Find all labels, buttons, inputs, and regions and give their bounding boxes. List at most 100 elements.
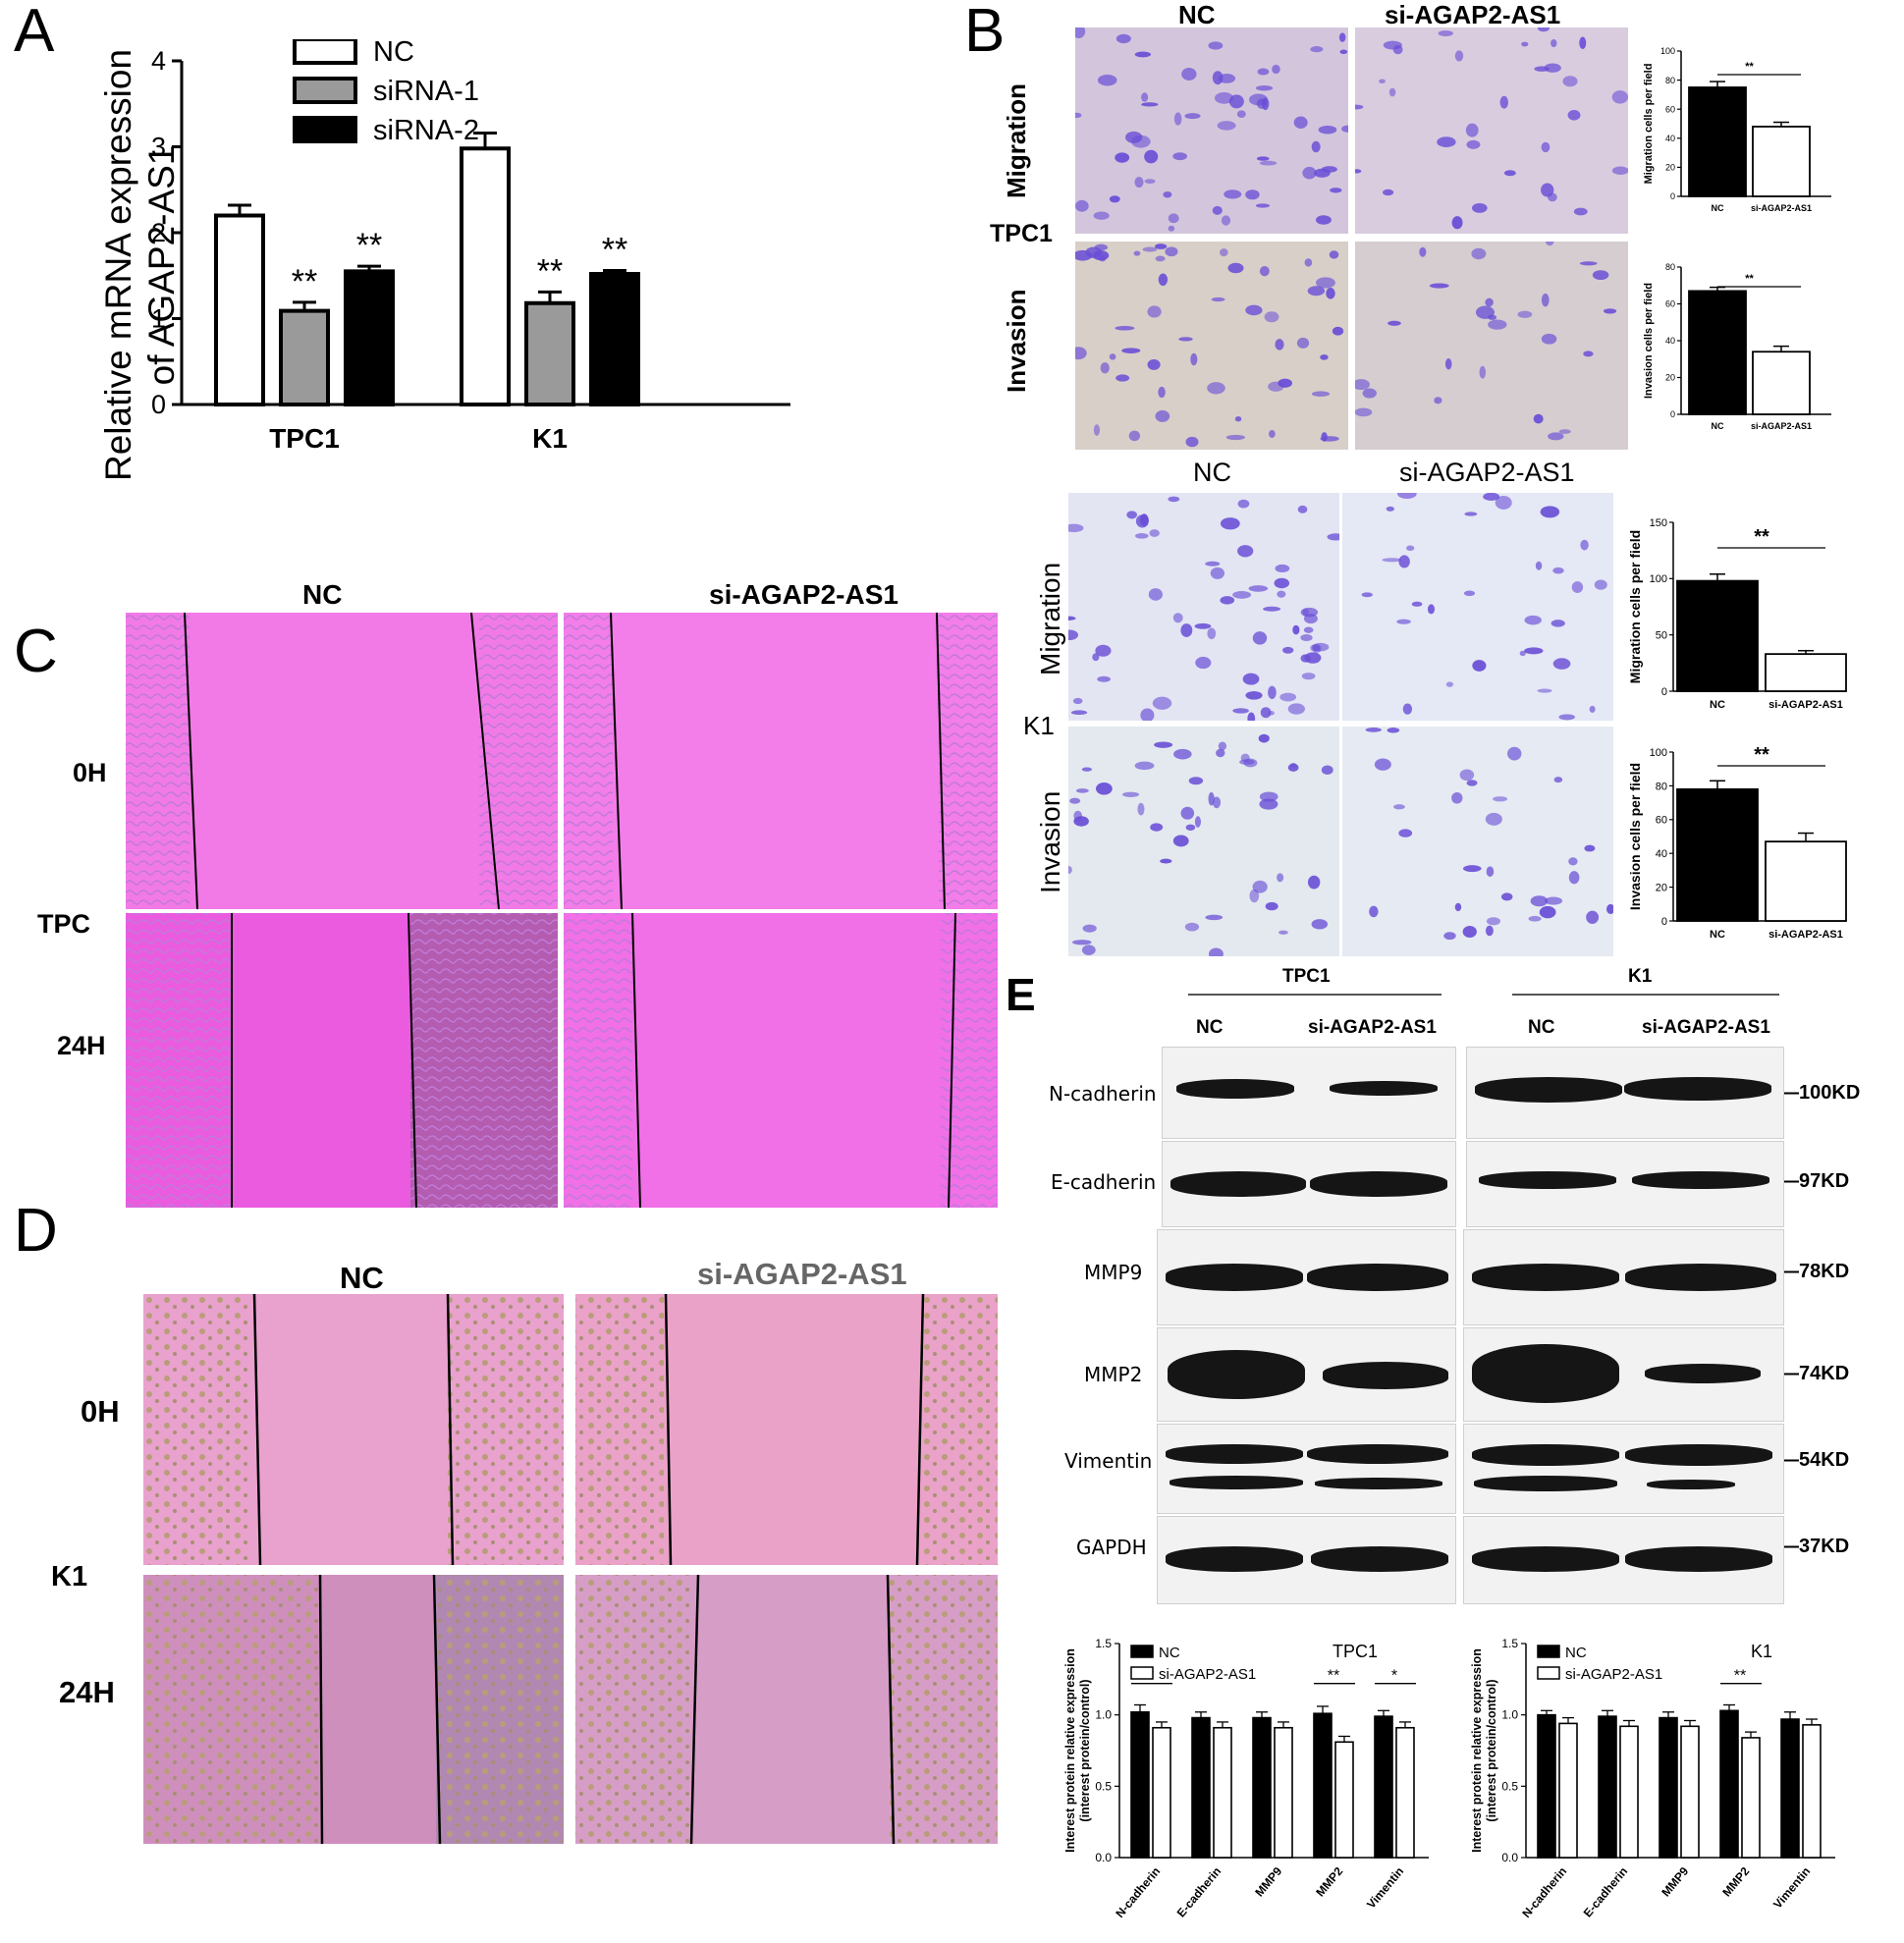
stained-cell <box>1208 41 1224 50</box>
bar-nc <box>1313 1712 1333 1859</box>
e-group-k1: K1 <box>1628 966 1653 987</box>
legend-label: NC <box>1565 1645 1587 1661</box>
stained-cell <box>1315 215 1332 225</box>
stained-cell <box>1321 765 1333 776</box>
chart-b-tpc1-migration: 0 20 40 60 80 100 Migration cells per field NC s… <box>1643 46 1831 213</box>
stained-cell <box>1603 308 1617 314</box>
stained-cell <box>1072 697 1083 705</box>
d-col-nc: NC <box>340 1261 384 1295</box>
stained-cell <box>1212 205 1223 215</box>
stained-cell <box>1321 166 1337 173</box>
stained-cell <box>1245 690 1263 700</box>
bar-nc <box>1252 1716 1272 1859</box>
stained-cell <box>1302 166 1317 180</box>
stained-cell <box>1122 791 1140 797</box>
y-tick-label: 0 <box>151 390 166 419</box>
y-axis-label: Invasion cells per field <box>1643 283 1655 399</box>
stained-cell <box>1095 644 1112 657</box>
stained-cell <box>1130 135 1151 148</box>
stained-cell <box>1568 857 1578 866</box>
bar-si <box>1395 1726 1415 1859</box>
x-tick-label: si-AGAP2-AS1 <box>1768 699 1843 711</box>
stained-cell <box>1075 112 1082 119</box>
stained-cell <box>1568 871 1580 885</box>
stained-cell <box>1147 305 1162 318</box>
x-tick-label: Vimentin <box>1364 1864 1406 1912</box>
stained-cell <box>1260 707 1272 719</box>
stained-cell <box>1558 429 1571 435</box>
y-tick-label: 0.0 <box>1095 1851 1112 1864</box>
wb-label-n-cadherin: N-cadherin <box>1049 1082 1157 1106</box>
bar-nc <box>1676 579 1759 692</box>
stained-cell <box>1537 27 1550 32</box>
stained-cell <box>1097 74 1117 86</box>
stained-cell <box>1459 769 1475 782</box>
stained-cell <box>1075 27 1086 38</box>
x-tick-label: NC <box>1710 929 1725 941</box>
chart-b-k1-migration: 0 50 100 150 Migration cells per field NC si-A… <box>1627 517 1847 711</box>
blot-k1-vimentin <box>1463 1424 1784 1514</box>
x-tick-label: Vimentin <box>1770 1864 1813 1912</box>
stained-cell <box>1444 358 1452 370</box>
panel-c-images <box>126 613 998 1208</box>
panel-label-c: C <box>14 618 58 685</box>
panel-label-b: B <box>964 0 1006 65</box>
c-col-nc: NC <box>302 579 343 610</box>
legend-label: si-AGAP2-AS1 <box>1159 1666 1256 1683</box>
stained-cell <box>1382 189 1394 196</box>
stained-cell <box>1082 924 1097 933</box>
stained-cell <box>1069 797 1081 804</box>
stained-cell <box>1149 529 1160 537</box>
stained-cell <box>1068 523 1084 533</box>
stained-cell <box>1092 653 1100 662</box>
stained-cell <box>1227 262 1244 274</box>
stained-cell <box>1528 915 1542 922</box>
y-tick-label: 0.5 <box>1095 1779 1112 1793</box>
stained-cell <box>1173 748 1192 760</box>
stained-cell <box>1205 561 1221 567</box>
stained-cell <box>1548 432 1564 441</box>
stained-cell <box>1154 741 1173 748</box>
stained-cell <box>1503 170 1516 177</box>
panel-d-images <box>143 1294 998 1844</box>
stained-cell <box>1258 733 1270 743</box>
bar-si <box>1802 1724 1822 1859</box>
stained-cell <box>1486 866 1495 878</box>
stained-cell <box>1310 46 1324 53</box>
stained-cell <box>1237 545 1254 558</box>
stained-cell <box>1517 310 1533 318</box>
legend-label: NC <box>373 39 414 68</box>
stained-cell <box>1268 685 1277 699</box>
stained-cell <box>1573 207 1588 216</box>
stained-cell <box>1272 64 1280 75</box>
b-top-row-invasion: Invasion <box>1002 289 1031 393</box>
stained-cell <box>1369 905 1379 918</box>
y-axis-label: Interest protein relative expression <box>1063 1648 1077 1853</box>
stained-cell <box>1310 644 1321 652</box>
stained-cell <box>1163 190 1172 198</box>
stained-cell <box>1302 608 1309 617</box>
stained-cell <box>1141 102 1159 107</box>
stained-cell <box>1180 623 1193 637</box>
stained-cell <box>1500 892 1513 901</box>
bar-nc <box>1780 1718 1800 1859</box>
wb-label-gapdh: GAPDH <box>1076 1536 1147 1559</box>
stained-cell <box>1216 748 1225 758</box>
legend-swatch <box>293 77 357 104</box>
legend-label: siRNA-2 <box>373 115 479 146</box>
micro-b-k1-mig-nc <box>1068 493 1339 721</box>
b-bot-col-nc: NC <box>1193 458 1231 487</box>
y-axis-label: (interest protein/control) <box>1078 1679 1092 1821</box>
e-lane-nc-k1: NC <box>1528 1017 1555 1038</box>
stained-cell <box>1160 858 1172 864</box>
y-tick-label: 3 <box>151 133 166 162</box>
stained-cell <box>1320 353 1329 360</box>
stained-cell <box>1237 499 1250 509</box>
stained-cell <box>1194 622 1212 629</box>
stained-cell <box>1303 614 1318 624</box>
mw-54: —54KD <box>1779 1449 1850 1471</box>
stained-cell <box>1550 38 1557 48</box>
stained-cell <box>1245 304 1263 316</box>
stained-cell <box>1330 188 1342 193</box>
blot-tpc1-gapdh <box>1157 1516 1456 1604</box>
